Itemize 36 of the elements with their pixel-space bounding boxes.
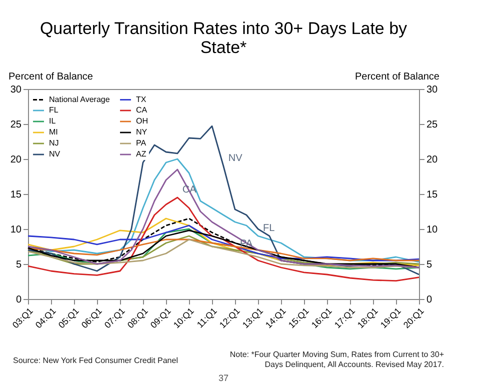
y2-tick-label: 0 bbox=[426, 294, 432, 306]
text: 37 bbox=[218, 373, 229, 383]
y2-tick-label: 10 bbox=[426, 224, 438, 236]
text: Note: *Four Quarter Moving Sum, Rates from Current to 30+ Days Delinquent, All Accounts. Revised May 2017. bbox=[230, 350, 444, 369]
y2-tick-label: 5 bbox=[426, 260, 432, 270]
y-tick-label: 20 bbox=[10, 154, 22, 166]
legend-label: NJ bbox=[49, 138, 59, 148]
y-tick-label: 30 bbox=[10, 84, 22, 96]
line-series bbox=[27, 196, 420, 282]
y2-axis-title: Percent of Balance bbox=[355, 72, 440, 82]
y-tick-label: 10 bbox=[10, 224, 22, 236]
legend-label: TX bbox=[136, 94, 147, 104]
chart-title: Quarterly Transition Rates into 30+ Days Late by State* bbox=[40, 19, 408, 57]
legend-label: OH bbox=[136, 116, 148, 126]
y-tick-label: 5 bbox=[16, 260, 22, 270]
annotation: NV bbox=[228, 153, 243, 164]
legend-label: NV bbox=[49, 150, 61, 158]
legend-label: IL bbox=[49, 116, 56, 126]
y-axis-title: Percent of Balance bbox=[8, 72, 94, 82]
annotation: FL bbox=[263, 223, 276, 234]
legend-label: MI bbox=[49, 128, 58, 136]
legend-label: CA bbox=[136, 106, 148, 114]
y2-tick-label: 20 bbox=[426, 154, 438, 166]
y2-tick-label: 25 bbox=[426, 120, 438, 130]
y2-tick-label: 15 bbox=[426, 190, 438, 200]
y-tick-label: 25 bbox=[10, 120, 22, 130]
y-tick-label: 0 bbox=[16, 294, 22, 306]
y-tick-label: 15 bbox=[10, 190, 22, 200]
legend-label: PA bbox=[136, 138, 147, 148]
legend-label: NY bbox=[136, 128, 148, 136]
y2-tick-label: 30 bbox=[426, 84, 438, 96]
source-note: Source: New York Fed Consumer Credit Panel bbox=[13, 356, 178, 365]
legend-label: AZ bbox=[136, 150, 146, 158]
legend-label: National Average bbox=[49, 94, 110, 104]
line-series bbox=[27, 224, 420, 262]
legend-label: FL bbox=[49, 106, 59, 114]
